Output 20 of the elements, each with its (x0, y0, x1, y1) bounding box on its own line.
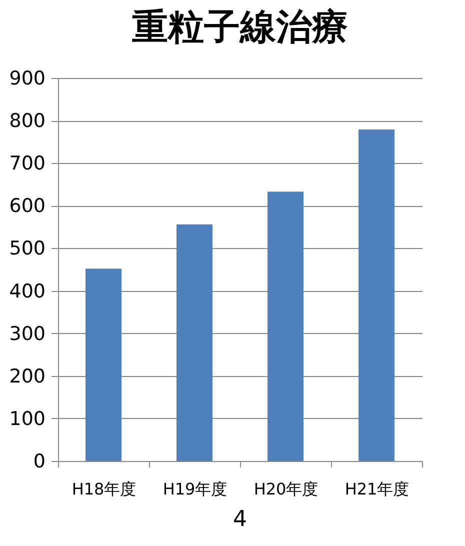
y-tick-label: 600 (9, 195, 46, 218)
text: 4 (233, 507, 247, 532)
y-tick-label: 700 (9, 152, 46, 175)
bar (358, 129, 394, 461)
y-tick-label: 0 (33, 450, 46, 472)
y-tick-label: 500 (9, 238, 46, 260)
x-tick-label: H19年度 (162, 480, 228, 498)
x-tick-label: H21年度 (344, 480, 410, 498)
y-tick-label: 400 (9, 280, 46, 302)
y-tick-label: 900 (9, 68, 46, 90)
y-tick-label: 800 (9, 110, 46, 132)
y-tick-label: 100 (9, 408, 46, 430)
chart-title: 重粒子線治療 (132, 7, 348, 48)
bar (86, 268, 122, 461)
x-tick-label: H18年度 (72, 480, 136, 498)
x-tick-label: H20年度 (254, 480, 318, 498)
y-tick-label: 300 (9, 322, 46, 345)
bar (268, 192, 304, 461)
y-tick-label: 200 (9, 365, 46, 388)
bar (176, 224, 212, 461)
